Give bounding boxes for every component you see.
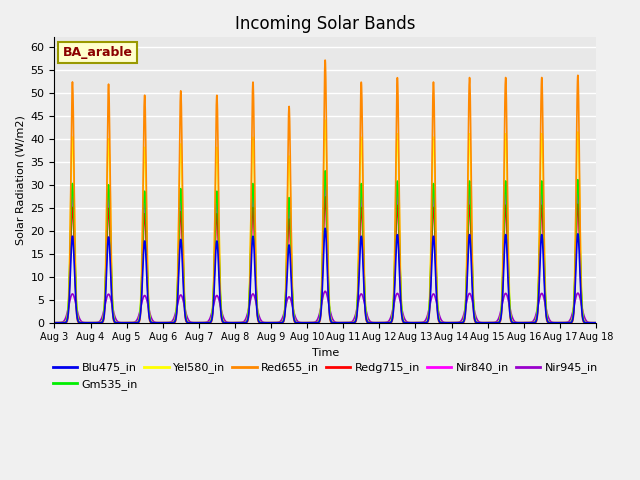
Nir945_in — [112, 317, 120, 323]
Blu475_in — [51, 320, 58, 325]
Gm535_in — [321, 168, 329, 174]
Nir840_in — [524, 320, 531, 325]
Blu475_in — [145, 305, 152, 311]
Redg715_in — [51, 320, 58, 325]
Nir840_in — [112, 320, 120, 325]
Yel580_in — [145, 287, 152, 293]
Blu475_in — [592, 320, 600, 325]
Nir840_in — [582, 320, 589, 325]
Redg715_in — [592, 320, 600, 325]
Gm535_in — [258, 320, 266, 325]
Red655_in — [112, 320, 120, 325]
Line: Gm535_in: Gm535_in — [54, 171, 596, 323]
Nir840_in — [51, 320, 58, 325]
Red655_in — [321, 57, 329, 63]
Gm535_in — [282, 294, 289, 300]
Line: Red655_in: Red655_in — [54, 60, 596, 323]
X-axis label: Time: Time — [312, 348, 339, 358]
Blu475_in — [282, 304, 289, 310]
Nir840_in — [321, 183, 329, 189]
Yel580_in — [524, 320, 531, 325]
Gm535_in — [145, 295, 152, 301]
Line: Blu475_in: Blu475_in — [54, 228, 596, 323]
Red655_in — [145, 301, 152, 307]
Redg715_in — [582, 320, 589, 325]
Red655_in — [258, 320, 266, 325]
Blu475_in — [112, 320, 120, 325]
Redg715_in — [258, 320, 266, 325]
Nir945_in — [259, 319, 266, 324]
Yel580_in — [51, 320, 58, 325]
Yel580_in — [592, 320, 600, 325]
Nir840_in — [592, 320, 600, 325]
Redg715_in — [321, 194, 329, 200]
Yel580_in — [282, 286, 289, 291]
Nir840_in — [145, 298, 152, 303]
Nir840_in — [258, 320, 266, 325]
Red655_in — [524, 320, 531, 325]
Yel580_in — [582, 320, 589, 325]
Yel580_in — [112, 320, 120, 325]
Blu475_in — [258, 320, 266, 325]
Redg715_in — [282, 299, 289, 304]
Redg715_in — [112, 320, 120, 325]
Gm535_in — [112, 320, 120, 325]
Gm535_in — [592, 320, 600, 325]
Blu475_in — [582, 320, 589, 325]
Gm535_in — [524, 320, 531, 325]
Y-axis label: Solar Radiation (W/m2): Solar Radiation (W/m2) — [15, 115, 25, 245]
Nir945_in — [321, 288, 329, 294]
Line: Nir945_in: Nir945_in — [54, 291, 596, 323]
Nir945_in — [123, 320, 131, 325]
Line: Redg715_in: Redg715_in — [54, 197, 596, 323]
Yel580_in — [321, 118, 329, 123]
Red655_in — [592, 320, 600, 325]
Text: BA_arable: BA_arable — [63, 46, 132, 59]
Nir945_in — [51, 320, 58, 325]
Yel580_in — [258, 320, 266, 325]
Nir945_in — [145, 304, 152, 310]
Nir945_in — [592, 320, 600, 325]
Title: Incoming Solar Bands: Incoming Solar Bands — [235, 15, 415, 33]
Blu475_in — [321, 226, 329, 231]
Nir945_in — [524, 320, 531, 325]
Red655_in — [282, 300, 289, 305]
Blu475_in — [524, 320, 531, 325]
Legend: Blu475_in, Gm535_in, Yel580_in, Red655_in, Redg715_in, Nir840_in, Nir945_in: Blu475_in, Gm535_in, Yel580_in, Red655_i… — [48, 358, 602, 394]
Nir840_in — [282, 297, 289, 302]
Nir945_in — [582, 317, 589, 323]
Redg715_in — [524, 320, 531, 325]
Nir945_in — [282, 303, 289, 309]
Gm535_in — [51, 320, 58, 325]
Gm535_in — [582, 320, 589, 325]
Line: Yel580_in: Yel580_in — [54, 120, 596, 323]
Red655_in — [582, 320, 589, 325]
Redg715_in — [145, 300, 152, 305]
Red655_in — [51, 320, 58, 325]
Line: Nir840_in: Nir840_in — [54, 186, 596, 323]
